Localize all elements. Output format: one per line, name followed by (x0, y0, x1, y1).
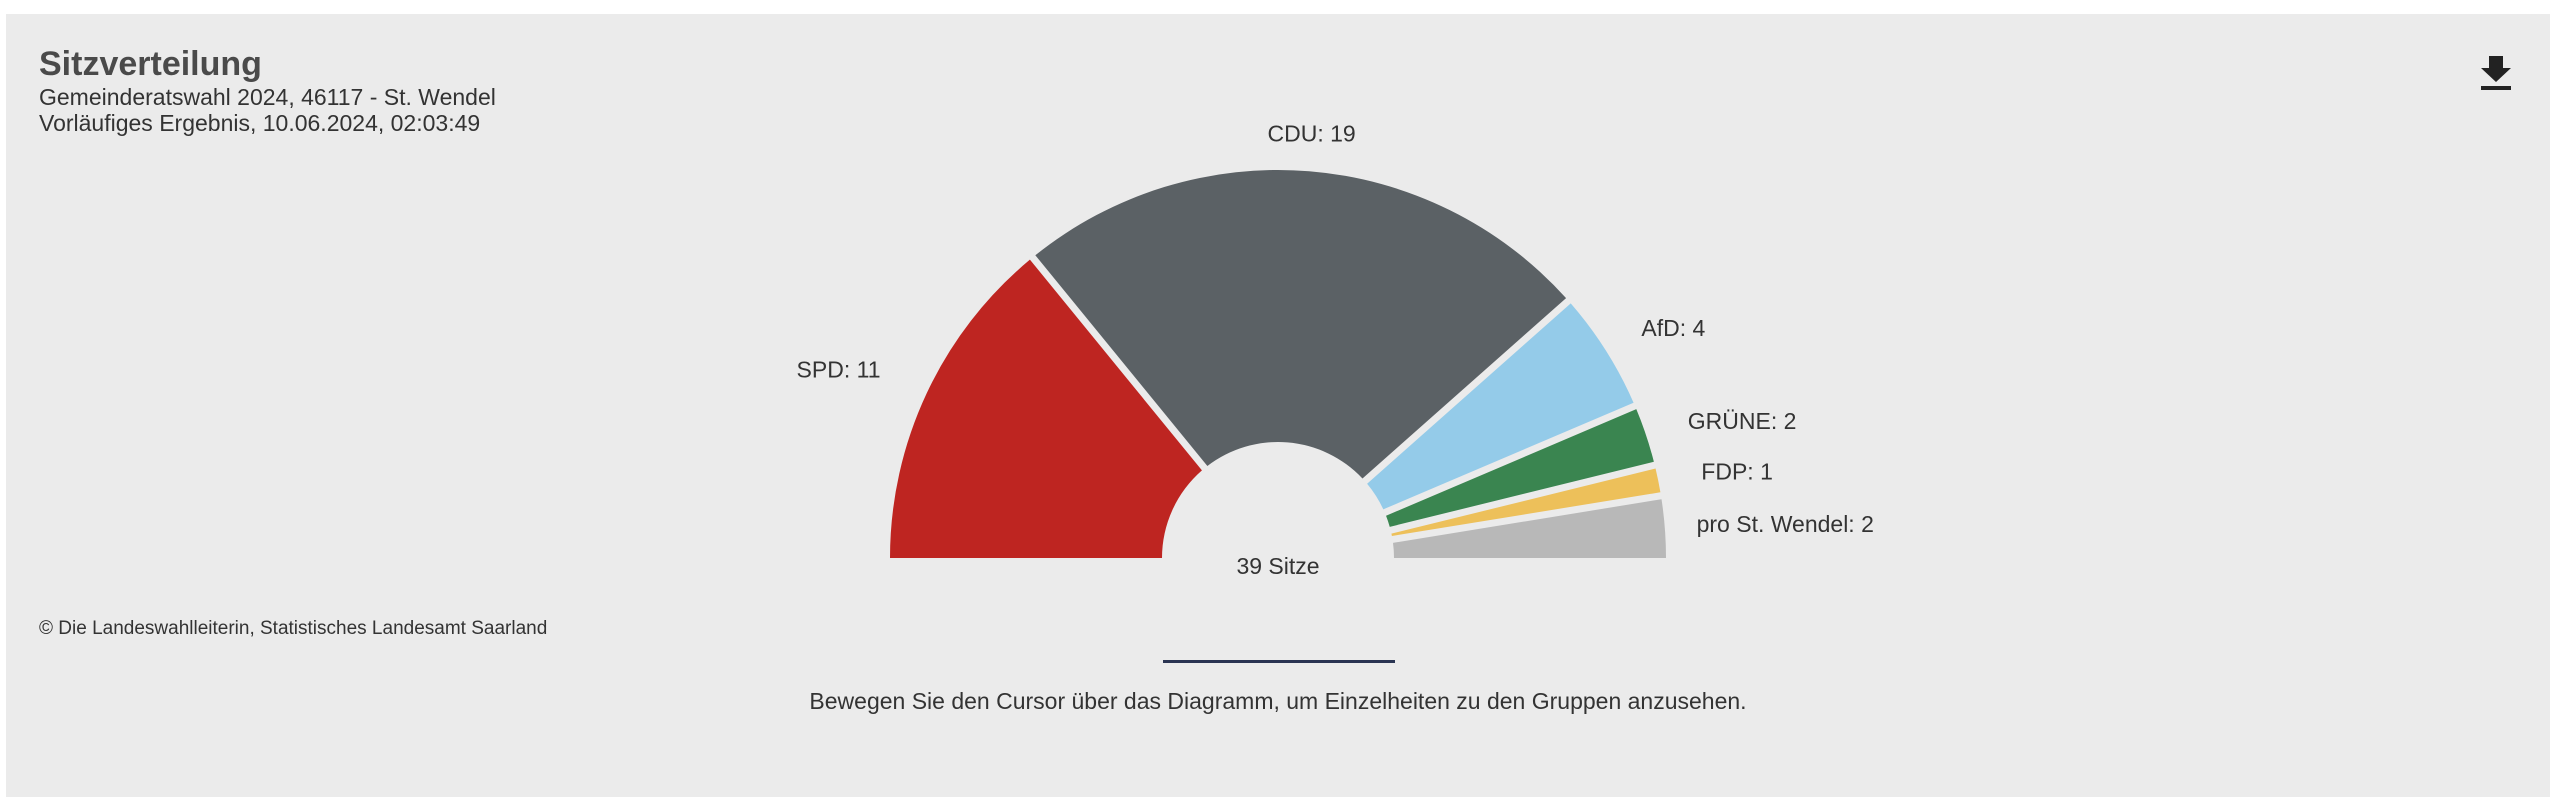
divider (1163, 660, 1395, 663)
slice-label-grüne: GRÜNE: 2 (1688, 408, 1797, 434)
slice-label-pro-st-wendel: pro St. Wendel: 2 (1697, 511, 1874, 537)
slice-afd[interactable] (1367, 303, 1634, 510)
slice-label-fdp: FDP: 1 (1701, 459, 1773, 485)
slice-label-spd: SPD: 11 (797, 356, 881, 382)
seat-chart[interactable]: SPD: 11 CDU: 19 AfD: 4 GRÜNE: 2 FDP: 1 pro St… (6, 14, 2550, 797)
slice-pro-st-wendel[interactable] (1393, 499, 1666, 558)
download-icon (2481, 56, 2511, 90)
slice-cdu[interactable] (1035, 169, 1567, 479)
copyright-notice: © Die Landeswahlleiterin, Statistisches … (39, 618, 548, 639)
hover-hint: Bewegen Sie den Cursor über das Diagramm… (809, 688, 1747, 714)
slice-fdp[interactable] (1391, 468, 1661, 536)
page-title: Sitzverteilung (39, 45, 262, 83)
seat-distribution-panel: Sitzverteilung Gemeinderatswahl 2024, 46… (6, 14, 2550, 797)
slice-label-afd: AfD: 4 (1641, 315, 1705, 341)
result-status-subtitle: Vorläufiges Ergebnis, 10.06.2024, 02:03:… (39, 110, 481, 136)
download-button[interactable] (2476, 50, 2516, 94)
slice-grüne[interactable] (1386, 409, 1654, 527)
slice-label-cdu: CDU: 19 (1267, 120, 1355, 146)
election-subtitle: Gemeinderatswahl 2024, 46117 - St. Wende… (39, 84, 496, 110)
slice-spd[interactable] (890, 259, 1202, 558)
total-seats-label: 39 Sitze (1236, 553, 1319, 579)
